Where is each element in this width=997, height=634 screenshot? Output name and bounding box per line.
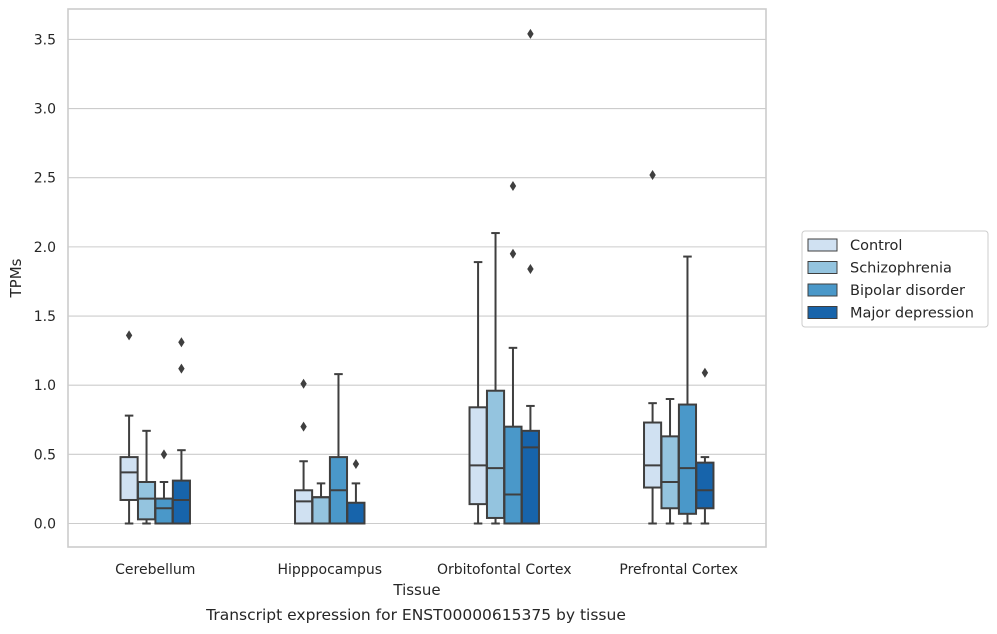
x-tick-label: Prefrontal Cortex (619, 562, 738, 578)
box-iqr (154, 497, 174, 525)
y-axis-label: TPMs (7, 258, 25, 298)
outlier-point (527, 264, 534, 275)
legend-swatch (807, 306, 838, 319)
outlier-point (300, 421, 307, 432)
x-tick-label: Hipppocampus (277, 562, 382, 578)
outlier-point (125, 330, 133, 341)
box-iqr (346, 501, 366, 525)
box-hipppocampus-bipolar-disorder (328, 373, 349, 525)
box-cerebellum-control (119, 330, 139, 525)
legend-frame (801, 230, 989, 328)
y-tick-label: 2.0 (34, 240, 56, 256)
box-prefrontal-cortex-schizophrenia (660, 398, 680, 525)
legend-label: Control (850, 238, 902, 254)
box-iqr (695, 461, 715, 510)
outlier-point (509, 181, 517, 192)
outlier-point (649, 169, 656, 180)
outlier-point (527, 28, 534, 39)
outlier-point (300, 378, 307, 389)
box-cerebellum-bipolar-disorder (154, 449, 174, 525)
outlier-point (509, 248, 517, 259)
box-iqr (503, 425, 523, 525)
outlier-point (160, 449, 168, 460)
y-tick-label: 3.5 (34, 32, 56, 48)
box-iqr (468, 406, 488, 506)
box-orbitofontal-cortex-bipolar-disorder (503, 181, 523, 525)
box-hipppocampus-major-depression (346, 459, 366, 525)
y-tick-label: 1.0 (34, 378, 56, 394)
box-iqr (520, 429, 540, 525)
y-tick-label: 2.5 (34, 171, 56, 187)
box-iqr (171, 479, 191, 525)
x-axis-label: Tissue (392, 581, 440, 599)
box-iqr (294, 489, 314, 525)
box-plot-chart: 0.0 0.5 1.0 1.5 2.0 2.5 3.0 3.5 Cerebellum Hipppo… (7, 8, 989, 599)
box-orbitofontal-cortex-control (468, 261, 488, 525)
legend-swatch (807, 238, 838, 252)
x-tick-label: Cerebellum (115, 562, 195, 578)
box-orbitofontal-cortex-schizophrenia (485, 232, 506, 525)
box-iqr (677, 403, 698, 515)
box-iqr (643, 421, 663, 489)
box-prefrontal-cortex-major-depression (695, 367, 715, 525)
outlier-point (178, 337, 185, 348)
legend: Control Schizophrenia Bipolar disorder Majo… (801, 230, 989, 328)
box-iqr (311, 496, 331, 525)
box-iqr (660, 435, 680, 510)
box-hipppocampus-control (294, 378, 314, 525)
outlier-point (701, 367, 709, 378)
box-cerebellum-schizophrenia (136, 429, 157, 525)
outlier-point (178, 363, 185, 374)
legend-swatch (807, 283, 838, 297)
box-prefrontal-cortex-control (643, 169, 663, 525)
box-prefrontal-cortex-bipolar-disorder (677, 255, 698, 525)
legend-label: Schizophrenia (850, 261, 952, 277)
box-iqr (485, 389, 506, 519)
y-tick-label: 0.0 (34, 516, 56, 532)
y-tick-label: 3.0 (34, 102, 56, 118)
box-iqr (136, 480, 157, 521)
legend-label: Major depression (850, 306, 974, 322)
legend-swatch (807, 261, 838, 274)
y-tick-label: 0.5 (34, 447, 56, 463)
legend-label: Bipolar disorder (850, 283, 965, 299)
outlier-point (352, 459, 360, 470)
plot-frame (67, 8, 767, 548)
box-orbitofontal-cortex-major-depression (520, 28, 540, 525)
figure-caption: Transcript expression for ENST0000061537… (206, 606, 626, 624)
box-hipppocampus-schizophrenia (311, 482, 331, 525)
y-tick-label: 1.5 (34, 309, 56, 325)
x-tick-label: Orbitofontal Cortex (437, 562, 572, 578)
box-iqr (119, 456, 139, 501)
box-cerebellum-major-depression (171, 337, 191, 525)
